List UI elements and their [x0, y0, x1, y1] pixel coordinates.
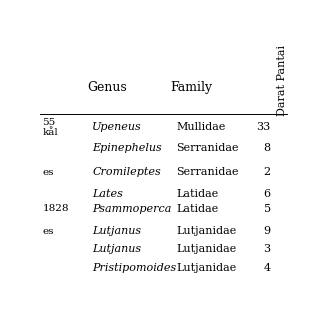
- Text: 6: 6: [263, 189, 271, 199]
- Text: Lutjanus: Lutjanus: [92, 226, 141, 236]
- Text: Serranidae: Serranidae: [176, 167, 239, 177]
- Text: Latidae: Latidae: [176, 204, 219, 214]
- Text: Pristipomoides: Pristipomoides: [92, 263, 176, 273]
- Text: Genus: Genus: [87, 81, 127, 94]
- Text: 3: 3: [263, 244, 271, 254]
- Text: 4: 4: [263, 263, 271, 273]
- Text: 55
kål: 55 kål: [43, 118, 58, 137]
- Text: 33: 33: [256, 123, 271, 132]
- Text: Cromileptes: Cromileptes: [92, 167, 161, 177]
- Text: Darat Pantai: Darat Pantai: [277, 45, 287, 116]
- Text: Upeneus: Upeneus: [92, 123, 142, 132]
- Text: Psammoperca: Psammoperca: [92, 204, 172, 214]
- Text: es: es: [43, 227, 54, 236]
- Text: Lates: Lates: [92, 189, 123, 199]
- Text: Family: Family: [170, 81, 212, 94]
- Text: Latidae: Latidae: [176, 189, 219, 199]
- Text: 8: 8: [263, 143, 271, 153]
- Text: es: es: [43, 168, 54, 177]
- Text: 9: 9: [263, 226, 271, 236]
- Text: Lutjanidae: Lutjanidae: [176, 226, 237, 236]
- Text: Lutjanidae: Lutjanidae: [176, 244, 237, 254]
- Text: Epinephelus: Epinephelus: [92, 143, 162, 153]
- Text: Lutjanus: Lutjanus: [92, 244, 141, 254]
- Text: 5: 5: [263, 204, 271, 214]
- Text: 2: 2: [263, 167, 271, 177]
- Text: Mullidae: Mullidae: [176, 123, 226, 132]
- Text: Serranidae: Serranidae: [176, 143, 239, 153]
- Text: Lutjanidae: Lutjanidae: [176, 263, 237, 273]
- Text: 1828: 1828: [43, 204, 69, 213]
